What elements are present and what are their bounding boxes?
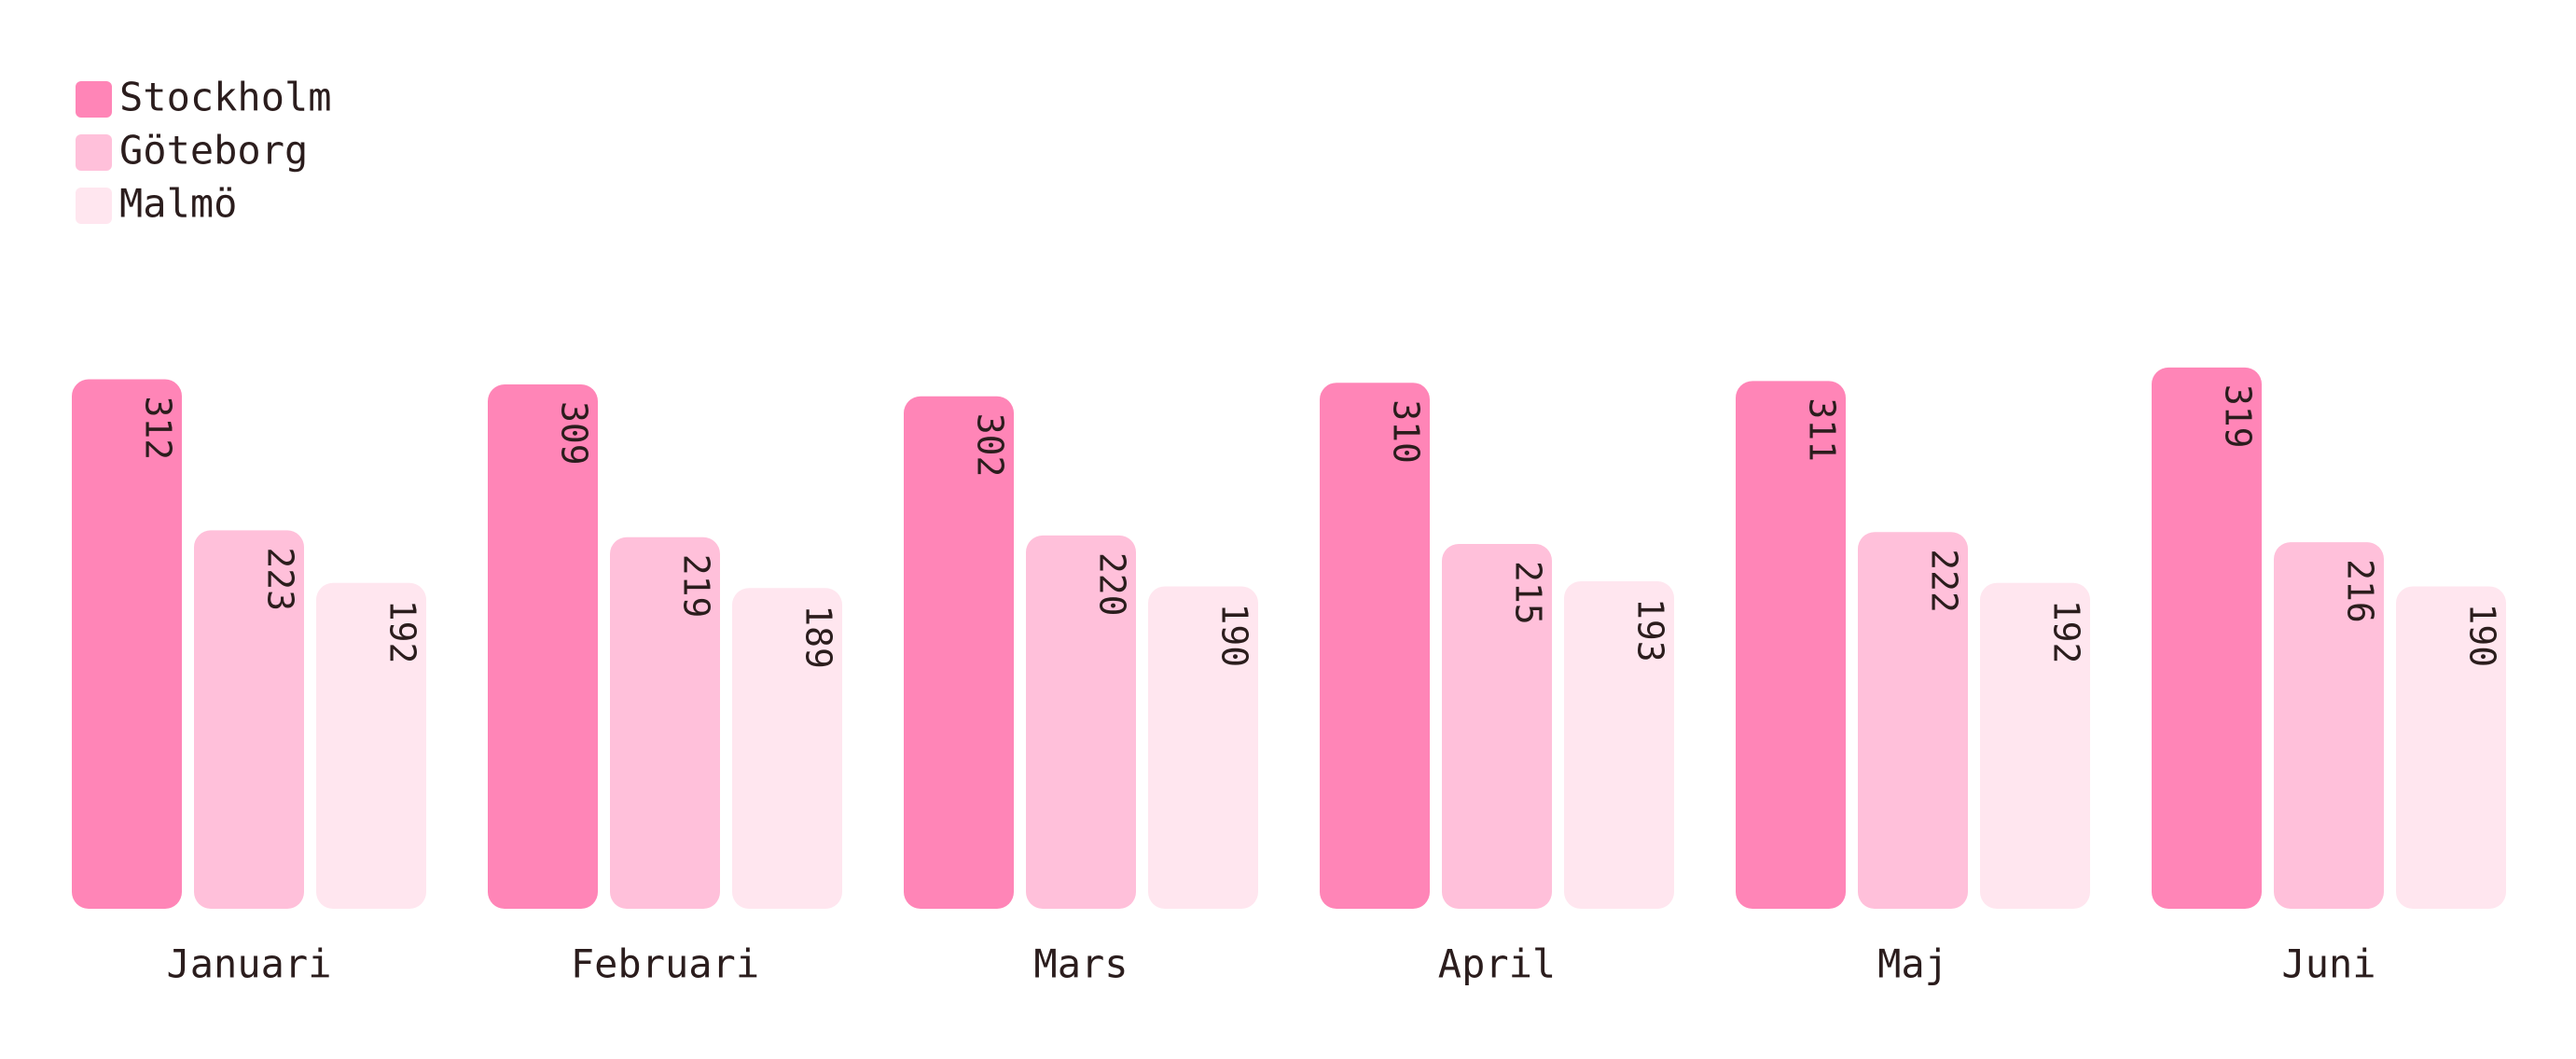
bar xyxy=(1442,543,1552,909)
bar xyxy=(488,384,598,910)
value-label: 192 xyxy=(2046,600,2087,664)
legend-swatch xyxy=(76,188,112,224)
value-label: 190 xyxy=(2462,603,2503,667)
bar xyxy=(316,582,426,909)
bar xyxy=(732,588,842,909)
legend-swatch xyxy=(76,81,112,118)
value-label: 222 xyxy=(1924,549,1965,613)
value-label: 215 xyxy=(1508,561,1549,625)
value-label: 189 xyxy=(798,605,839,669)
bar xyxy=(2274,542,2384,909)
value-label: 310 xyxy=(1386,399,1427,464)
x-tick-label: Mars xyxy=(1033,941,1128,987)
value-label: 193 xyxy=(1630,598,1671,662)
legend-label: Göteborg xyxy=(119,128,308,174)
value-label: 319 xyxy=(2218,384,2259,449)
value-label: 223 xyxy=(260,547,301,611)
bar xyxy=(1736,381,1846,909)
x-tick-label: Maj xyxy=(1877,941,1948,987)
value-label: 311 xyxy=(1802,397,1843,462)
bar xyxy=(610,536,720,909)
value-label: 192 xyxy=(382,600,423,664)
x-tick-label: Februari xyxy=(571,941,759,987)
bar xyxy=(904,396,1014,909)
x-tick-label: Januari xyxy=(166,941,331,987)
bar xyxy=(1980,582,2090,909)
value-label: 216 xyxy=(2340,559,2381,623)
bar xyxy=(1026,535,1136,909)
legend-label: Stockholm xyxy=(119,75,332,120)
legend-swatch xyxy=(76,134,112,171)
bar xyxy=(72,379,182,909)
value-label: 190 xyxy=(1214,603,1255,667)
value-label: 312 xyxy=(138,397,179,461)
bar xyxy=(1564,580,1674,909)
value-label: 309 xyxy=(554,401,595,466)
bar xyxy=(1148,586,1258,909)
legend-label: Malmö xyxy=(119,181,237,227)
value-label: 302 xyxy=(970,413,1011,478)
bar xyxy=(1858,532,1968,909)
bar xyxy=(2152,367,2262,910)
bar xyxy=(2396,586,2506,909)
bar xyxy=(194,530,304,909)
bar xyxy=(1320,383,1430,909)
value-label: 219 xyxy=(676,554,717,619)
value-label: 220 xyxy=(1092,552,1133,617)
x-tick-label: Juni xyxy=(2281,941,2375,987)
x-tick-label: April xyxy=(1438,941,1556,987)
